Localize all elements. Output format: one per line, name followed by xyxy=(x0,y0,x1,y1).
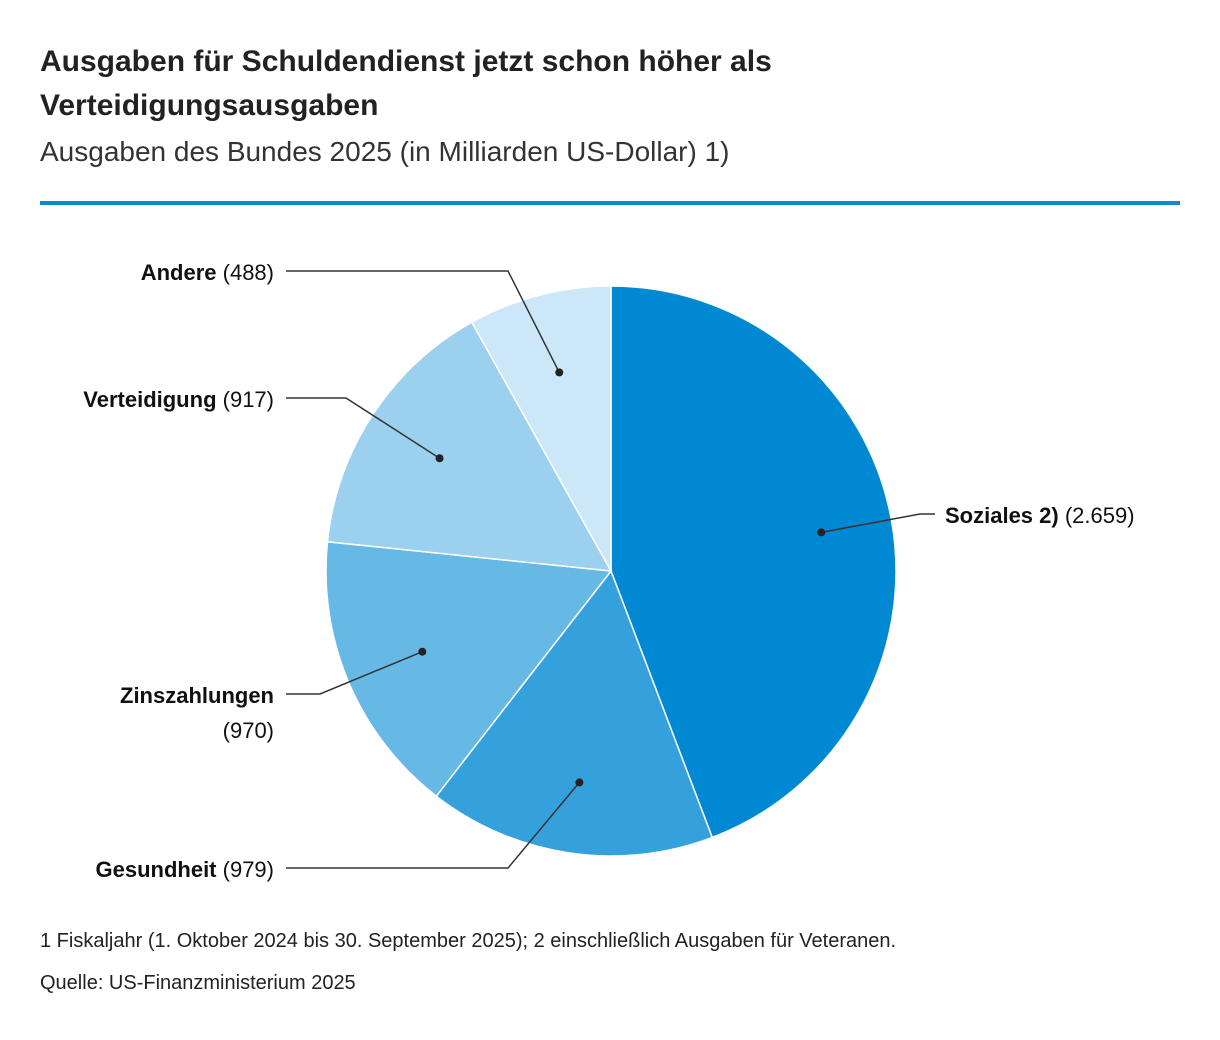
leader-dot-soziales-2 xyxy=(817,528,826,537)
slice-value-andere: (488) xyxy=(217,260,274,285)
slice-label-gesundheit: Gesundheit (979) xyxy=(96,857,275,882)
footnote: 1 Fiskaljahr (1. Oktober 2024 bis 30. Se… xyxy=(40,930,897,952)
slice-labels: Soziales 2) (2.659) Gesundheit (979) Zinsz… xyxy=(83,260,1134,882)
slice-label-andere: Andere (488) xyxy=(141,260,274,285)
source-note: Quelle: US-Finanzministerium 2025 xyxy=(40,972,356,994)
leader-line-verteidigung xyxy=(286,397,440,459)
title-divider xyxy=(40,201,1180,205)
pie-slices xyxy=(325,285,897,857)
leader-dot-verteidigung xyxy=(435,454,444,463)
slice-value-zinszahlungen: (970) xyxy=(223,718,274,743)
pie-slice-gesundheit xyxy=(435,569,714,857)
leader-dot-andere xyxy=(555,368,564,377)
leader-dot-zinszahlungen xyxy=(418,647,427,656)
chart-title: Ausgaben für Schuldendienst jetzt schon … xyxy=(40,45,772,122)
leader-line-gesundheit xyxy=(286,781,580,869)
slice-label-verteidigung: Verteidigung (917) xyxy=(83,387,274,412)
leader-line-andere xyxy=(286,270,560,373)
slice-value-verteidigung: (917) xyxy=(217,387,274,412)
pie-slice-zinszahlungen xyxy=(325,540,613,798)
slice-value-gesundheit: (979) xyxy=(217,857,274,882)
leader-line-zinszahlungen xyxy=(286,650,423,695)
slice-label-zinszahlungen: Zinszahlungen xyxy=(120,683,274,708)
leader-line-soziales-2 xyxy=(821,513,935,534)
slice-label-soziales-2: Soziales 2) (2.659) xyxy=(945,503,1135,528)
pie-slice-verteidigung xyxy=(326,321,613,572)
leader-lines xyxy=(286,270,935,869)
chart-subtitle: Ausgaben des Bundes 2025 (in Milliarden … xyxy=(40,136,730,167)
pie-slice-andere xyxy=(470,285,612,574)
leader-dot-gesundheit xyxy=(575,778,584,787)
slice-value-soziales-2: (2.659) xyxy=(1059,503,1135,528)
